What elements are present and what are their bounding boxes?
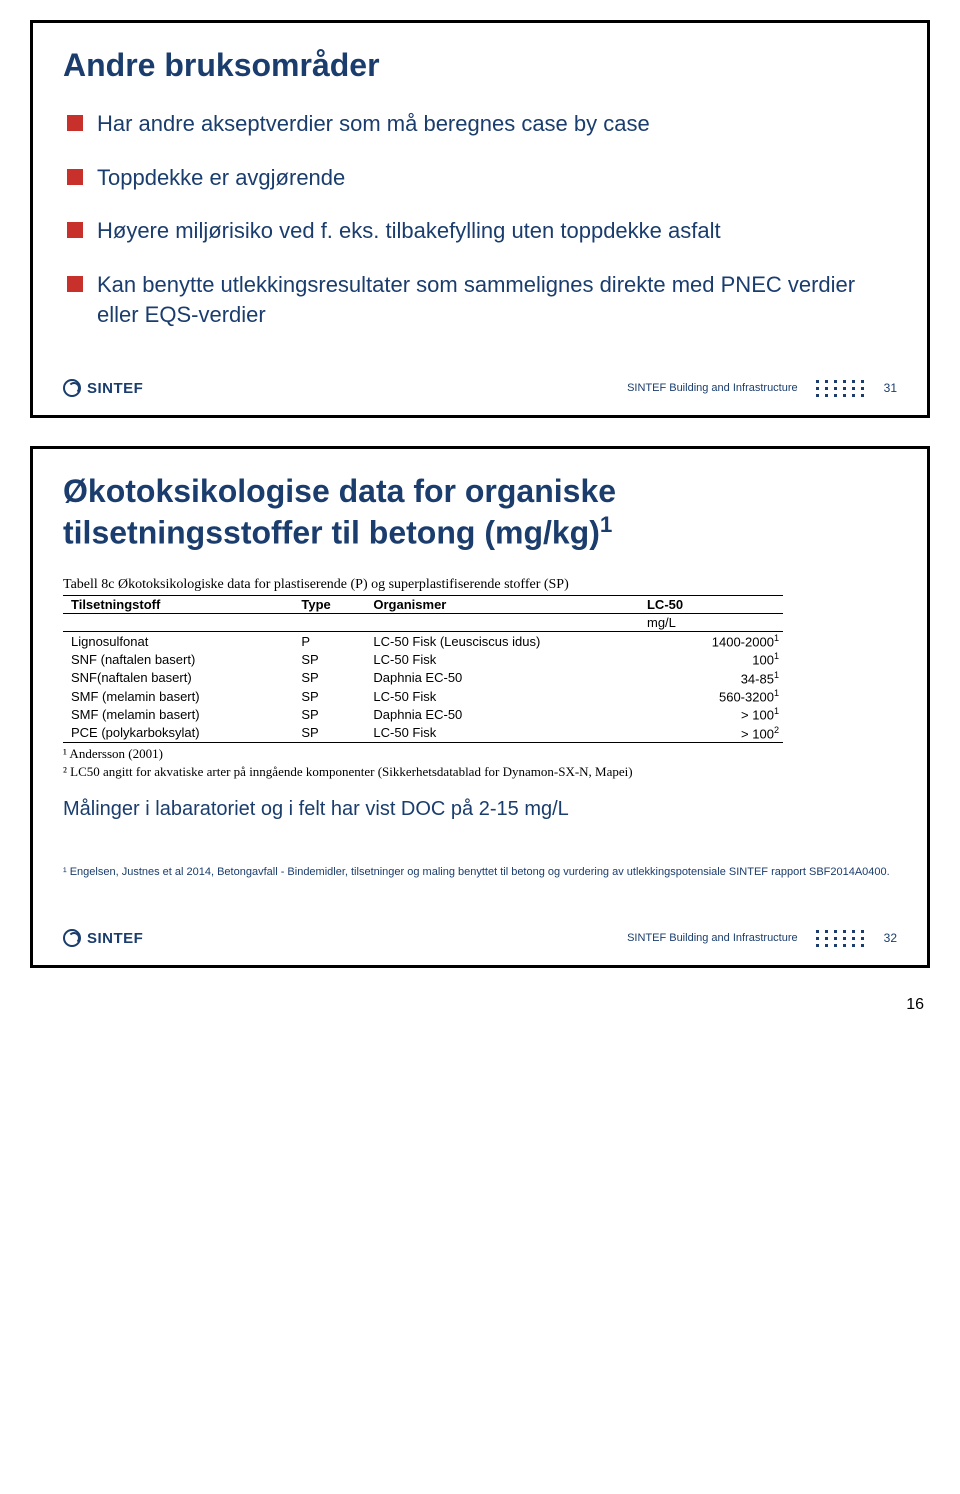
table-cell: PCE (polykarboksylat) <box>63 724 293 743</box>
slide1-footer: SINTEF SINTEF Building and Infrastructur… <box>63 379 897 397</box>
table-cell: SP <box>293 650 365 668</box>
slide2-title: Økotoksikologise data for organiske tils… <box>63 471 897 553</box>
bullet-item: Toppdekke er avgjørende <box>63 163 897 193</box>
footer-right: SINTEF Building and Infrastructure 32 <box>627 930 897 947</box>
slide2-maintext: Målinger i labaratoriet og i felt har vi… <box>63 798 897 821</box>
table-header-row: Tilsetningstoff Type Organismer LC-50 <box>63 596 783 614</box>
table-cell: LC-50 Fisk (Leusciscus idus) <box>365 632 639 651</box>
dot-grid-icon <box>816 380 866 397</box>
table-cell: SP <box>293 724 365 743</box>
table-row: SNF(naftalen basert) SP Daphnia EC-50 34… <box>63 669 783 687</box>
table-cell: LC-50 Fisk <box>365 724 639 743</box>
table-cell: SNF (naftalen basert) <box>63 650 293 668</box>
table-cell: SP <box>293 705 365 723</box>
footer-sub: SINTEF Building and Infrastructure <box>627 932 798 944</box>
table-cell: > 1002 <box>639 724 783 743</box>
footnote: ² LC50 angitt for akvatiske arter på inn… <box>63 763 897 781</box>
table-row: SMF (melamin basert) SP Daphnia EC-50 > … <box>63 705 783 723</box>
footer-right: SINTEF Building and Infrastructure 31 <box>627 380 897 397</box>
table-cell: SNF(naftalen basert) <box>63 669 293 687</box>
table-caption: Tabell 8c Økotoksikologiske data for pla… <box>63 577 897 593</box>
table-cell: SP <box>293 669 365 687</box>
slide1-title: Andre bruksområder <box>63 45 897 85</box>
table-row: SNF (naftalen basert) SP LC-50 Fisk 1001 <box>63 650 783 668</box>
table-cell: 1400-20001 <box>639 632 783 651</box>
bullet-item: Høyere miljørisiko ved f. eks. tilbakefy… <box>63 216 897 246</box>
table-cell: SP <box>293 687 365 705</box>
bullet-item: Har andre akseptverdier som må beregnes … <box>63 109 897 139</box>
slide2-reference: ¹ Engelsen, Justnes et al 2014, Betongav… <box>63 865 897 879</box>
slide2-footer: SINTEF SINTEF Building and Infrastructur… <box>63 929 897 947</box>
bullet-item: Kan benytte utlekkingsresultater som sam… <box>63 270 897 329</box>
slide-2: Økotoksikologise data for organiske tils… <box>30 446 930 968</box>
footer-sub: SINTEF Building and Infrastructure <box>627 382 798 394</box>
ecotox-table: Tilsetningstoff Type Organismer LC-50 mg… <box>63 595 783 743</box>
slide2-title-line2: tilsetningsstoffer til betong (mg/kg) <box>63 515 600 551</box>
slide-1: Andre bruksområder Har andre akseptverdi… <box>30 20 930 418</box>
footer-left: SINTEF <box>63 379 143 397</box>
table-cell: > 1001 <box>639 705 783 723</box>
table-unit-row: mg/L <box>63 614 783 632</box>
footer-left: SINTEF <box>63 929 143 947</box>
table-footnotes: ¹ Andersson (2001) ² LC50 angitt for akv… <box>63 745 897 780</box>
table-cell: Daphnia EC-50 <box>365 669 639 687</box>
table-cell: LC-50 Fisk <box>365 687 639 705</box>
table-col-header: Tilsetningstoff <box>63 596 293 614</box>
table-col-header: LC-50 <box>639 596 783 614</box>
sintef-logo: SINTEF <box>63 379 143 397</box>
table-cell: P <box>293 632 365 651</box>
table-row: Lignosulfonat P LC-50 Fisk (Leusciscus i… <box>63 632 783 651</box>
table-cell: SMF (melamin basert) <box>63 687 293 705</box>
table-col-header: Type <box>293 596 365 614</box>
table-unit-cell <box>63 614 293 632</box>
slide2-title-sup: 1 <box>600 512 612 537</box>
table-cell: LC-50 Fisk <box>365 650 639 668</box>
table-cell: 34-851 <box>639 669 783 687</box>
slide2-title-line1: Økotoksikologise data for organiske <box>63 473 616 509</box>
table-row: SMF (melamin basert) SP LC-50 Fisk 560-3… <box>63 687 783 705</box>
table-cell: SMF (melamin basert) <box>63 705 293 723</box>
footer-brand: SINTEF <box>87 380 143 397</box>
slide1-bullets: Har andre akseptverdier som må beregnes … <box>63 109 897 329</box>
sintef-logo: SINTEF <box>63 929 143 947</box>
table-unit-cell <box>293 614 365 632</box>
document-page-number: 16 <box>30 996 930 1014</box>
table-row: PCE (polykarboksylat) SP LC-50 Fisk > 10… <box>63 724 783 743</box>
table-unit-cell <box>365 614 639 632</box>
footer-brand: SINTEF <box>87 930 143 947</box>
sintef-swirl-icon <box>63 379 81 397</box>
table-cell: 1001 <box>639 650 783 668</box>
footnote: ¹ Andersson (2001) <box>63 745 897 763</box>
sintef-swirl-icon <box>63 929 81 947</box>
table-cell: Lignosulfonat <box>63 632 293 651</box>
table-unit-cell: mg/L <box>639 614 783 632</box>
slide1-page-number: 31 <box>884 381 897 395</box>
slide2-page-number: 32 <box>884 931 897 945</box>
dot-grid-icon <box>816 930 866 947</box>
table-col-header: Organismer <box>365 596 639 614</box>
table-cell: Daphnia EC-50 <box>365 705 639 723</box>
table-cell: 560-32001 <box>639 687 783 705</box>
